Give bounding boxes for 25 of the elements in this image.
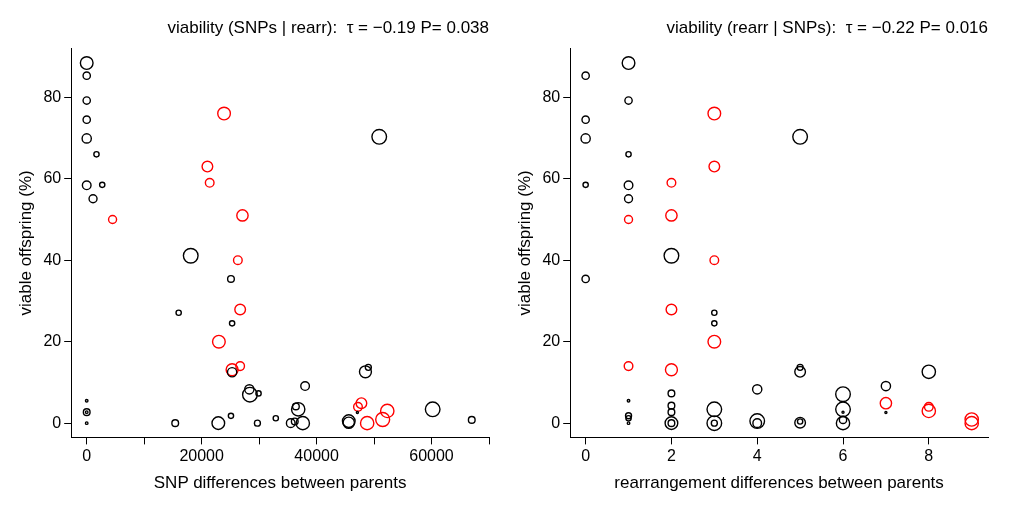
y-tick-label: 80 (43, 87, 62, 105)
y-tick-label: 60 (43, 169, 62, 187)
x-tick-label: 6 (838, 447, 848, 465)
y-tick-label: 20 (43, 332, 62, 350)
y-tick-label: 80 (542, 87, 561, 105)
x-tick-label: 40000 (294, 447, 339, 465)
x-tick-label: 60000 (409, 447, 454, 465)
y-tick-label: 0 (551, 413, 561, 431)
y-tick-label: 20 (542, 332, 561, 350)
chart-title: viability (SNPs | rearr): τ = −0.19 P= 0.038 (167, 17, 489, 37)
x-tick-label: 4 (752, 447, 762, 465)
y-tick-label: 40 (542, 250, 561, 268)
x-tick-label: 0 (581, 447, 591, 465)
y-axis-title: viable offspring (%) (15, 170, 35, 316)
x-axis-title: SNP differences between parents (153, 473, 407, 493)
x-axis-title: rearrangement differences between parents (614, 473, 944, 493)
x-tick-label: 20000 (179, 447, 224, 465)
x-tick-label: 2 (666, 447, 676, 465)
chart-title: viability (rearr | SNPs): τ = −0.22 P= 0.016 (666, 17, 988, 37)
y-tick-label: 0 (52, 413, 62, 431)
x-tick-label: 8 (924, 447, 934, 465)
y-axis-title: viable offspring (%) (514, 170, 534, 316)
y-tick-label: 60 (542, 169, 561, 187)
y-tick-label: 40 (43, 250, 62, 268)
x-tick-label: 0 (82, 447, 92, 465)
